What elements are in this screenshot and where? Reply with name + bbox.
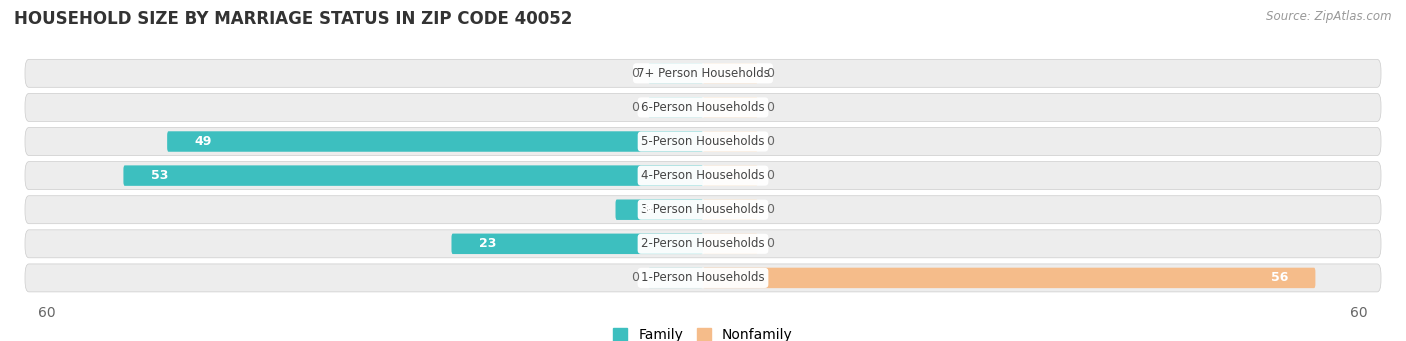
Text: 53: 53 [150,169,169,182]
Text: 0: 0 [766,237,775,250]
Text: 3-Person Households: 3-Person Households [641,203,765,216]
Text: 2-Person Households: 2-Person Households [641,237,765,250]
Text: 56: 56 [1271,271,1288,284]
FancyBboxPatch shape [648,268,703,288]
FancyBboxPatch shape [703,165,758,186]
Text: 0: 0 [766,135,775,148]
FancyBboxPatch shape [616,199,703,220]
FancyBboxPatch shape [25,196,1381,224]
Text: 0: 0 [631,271,640,284]
FancyBboxPatch shape [703,268,1316,288]
FancyBboxPatch shape [25,93,1381,121]
Text: 6-Person Households: 6-Person Households [641,101,765,114]
Legend: Family, Nonfamily: Family, Nonfamily [607,323,799,341]
Text: 1-Person Households: 1-Person Households [641,271,765,284]
FancyBboxPatch shape [167,131,703,152]
Text: 0: 0 [766,101,775,114]
Text: 0: 0 [766,203,775,216]
FancyBboxPatch shape [703,199,758,220]
Text: HOUSEHOLD SIZE BY MARRIAGE STATUS IN ZIP CODE 40052: HOUSEHOLD SIZE BY MARRIAGE STATUS IN ZIP… [14,10,572,28]
Text: 8: 8 [643,203,651,216]
FancyBboxPatch shape [648,97,703,118]
Text: 0: 0 [631,101,640,114]
FancyBboxPatch shape [25,230,1381,258]
Text: 0: 0 [766,169,775,182]
Text: Source: ZipAtlas.com: Source: ZipAtlas.com [1267,10,1392,23]
FancyBboxPatch shape [703,97,758,118]
FancyBboxPatch shape [25,128,1381,155]
Text: 4-Person Households: 4-Person Households [641,169,765,182]
Text: 49: 49 [194,135,212,148]
Text: 0: 0 [766,67,775,80]
Text: 7+ Person Households: 7+ Person Households [637,67,769,80]
FancyBboxPatch shape [648,63,703,84]
FancyBboxPatch shape [451,234,703,254]
FancyBboxPatch shape [25,162,1381,190]
FancyBboxPatch shape [703,131,758,152]
FancyBboxPatch shape [25,59,1381,87]
Text: 23: 23 [479,237,496,250]
FancyBboxPatch shape [703,63,758,84]
FancyBboxPatch shape [124,165,703,186]
Text: 0: 0 [631,67,640,80]
Text: 5-Person Households: 5-Person Households [641,135,765,148]
FancyBboxPatch shape [25,264,1381,292]
FancyBboxPatch shape [703,234,758,254]
